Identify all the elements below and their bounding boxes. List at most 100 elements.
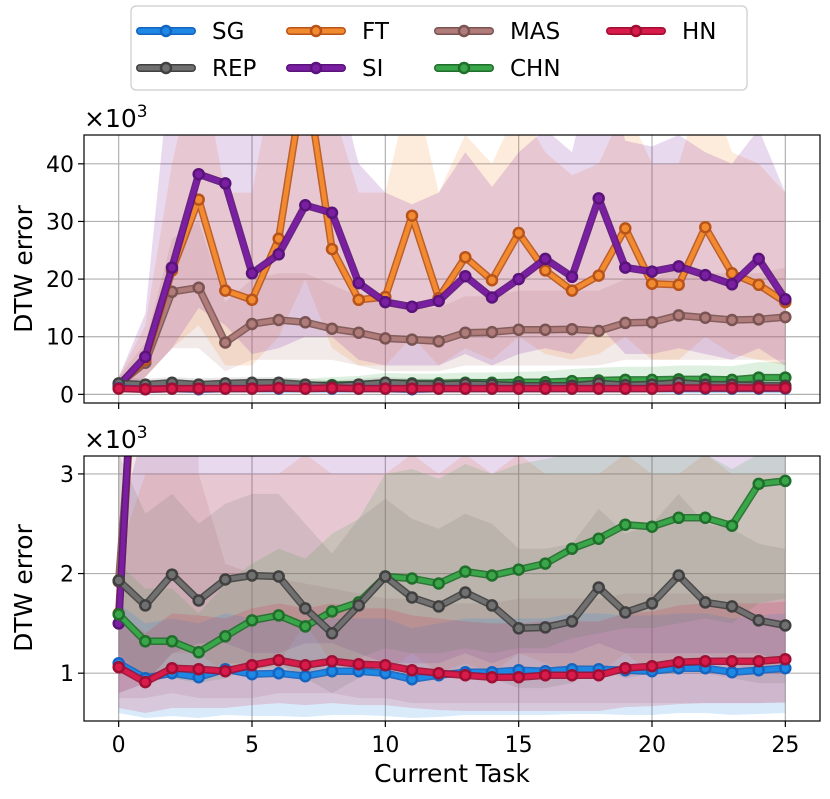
top-point-ft-5	[245, 293, 259, 307]
top-y-tick-label-30: 30	[46, 210, 74, 235]
top-point-ft-19	[619, 222, 632, 235]
top-point-hn-1	[139, 382, 152, 396]
top-point-mas-19	[619, 316, 632, 330]
top-point-si-5	[245, 267, 259, 280]
bottom-point-rep-9	[352, 599, 365, 612]
top-point-ft-17	[565, 284, 579, 297]
bottom-point-hn-10	[379, 658, 392, 672]
bottom-point-chn-6	[272, 609, 285, 622]
legend-marker-mas	[457, 24, 471, 38]
bottom-point-chn-0	[112, 608, 125, 621]
top-y-tick-label-40: 40	[46, 153, 74, 178]
top-point-hn-6	[272, 381, 285, 395]
top-point-si-2	[165, 261, 179, 274]
bottom-point-chn-1	[139, 635, 152, 648]
bottom-point-rep-8	[325, 627, 339, 640]
top-point-ft-20	[645, 277, 659, 290]
bottom-point-hn-14	[485, 670, 499, 684]
top-point-hn-25	[779, 381, 792, 395]
bottom-point-chn-15	[512, 563, 525, 576]
top-point-mas-21	[672, 309, 685, 322]
top-point-hn-7	[299, 382, 312, 395]
bottom-ylabel: DTW error	[9, 523, 38, 651]
top-point-si-24	[752, 252, 765, 266]
top-point-mas-9	[352, 326, 365, 339]
bottom-point-hn-5	[245, 658, 259, 672]
top-point-mas-16	[539, 323, 552, 337]
bottom-point-rep-7	[299, 602, 312, 615]
top-point-hn-19	[619, 382, 632, 395]
bottom-point-rep-25	[779, 619, 792, 632]
top-point-mas-15	[512, 323, 525, 337]
bottom-point-rep-21	[672, 569, 685, 582]
x-tick-label-15: 15	[505, 733, 533, 758]
top-line-hn	[116, 385, 788, 392]
top-point-hn-24	[752, 381, 765, 395]
top-point-si-6	[272, 248, 285, 261]
bottom-point-hn-13	[459, 668, 472, 682]
top-point-si-19	[619, 261, 632, 274]
bottom-point-chn-2	[165, 635, 179, 648]
top-point-si-11	[405, 300, 419, 314]
bottom-point-rep-24	[752, 614, 765, 627]
bottom-point-hn-25	[779, 652, 792, 666]
x-tick-label-5: 5	[245, 733, 259, 758]
bottom-point-chn-11	[405, 572, 419, 585]
top-point-hn-15	[512, 382, 525, 395]
top-point-si-13	[459, 269, 472, 283]
top-point-mas-4	[219, 336, 232, 349]
top-point-mas-20	[645, 316, 659, 329]
top-point-hn-11	[405, 382, 419, 395]
legend-item-hn: HN	[606, 19, 717, 45]
bottom-point-hn-11	[405, 663, 419, 677]
top-point-hn-2	[165, 382, 179, 395]
top-point-si-1	[139, 350, 152, 364]
top-band-mas	[118, 221, 786, 392]
bottom-point-rep-20	[645, 597, 659, 610]
bottom-point-hn-0	[112, 660, 125, 674]
legend-label-sg: SG	[212, 19, 244, 45]
legend-item-rep: REP	[136, 56, 257, 82]
top-point-mas-25	[779, 310, 792, 324]
bottom-point-rep-11	[405, 591, 419, 604]
top-point-hn-14	[485, 382, 499, 395]
bottom-point-rep-18	[592, 581, 605, 594]
top-point-si-17	[565, 270, 579, 284]
top-point-ft-11	[405, 209, 419, 222]
top-point-hn-20	[645, 382, 659, 395]
top-axes-frame	[83, 134, 821, 404]
top-point-si-23	[725, 278, 739, 291]
top-point-mas-24	[752, 313, 765, 326]
top-point-ft-16	[539, 264, 552, 277]
bottom-point-rep-13	[459, 586, 472, 599]
bottom-point-chn-7	[299, 620, 312, 633]
legend-marker-rep	[159, 61, 173, 75]
bottom-point-hn-23	[725, 654, 739, 668]
legend-item-sg: SG	[136, 19, 244, 45]
panel-bottom: 0 5 10 15 20 25 1 2 3 ×103 DTW error Current Tas…	[9, 423, 821, 788]
top-point-ft-24	[752, 278, 765, 292]
top-point-mas-7	[299, 316, 312, 329]
bottom-y-tick-label-3: 3	[60, 463, 74, 488]
bottom-point-chn-21	[672, 511, 685, 525]
top-y-tick-label-10: 10	[46, 326, 74, 351]
top-point-si-15	[512, 272, 525, 286]
top-point-mas-23	[725, 313, 739, 327]
legend-item-chn: CHN	[434, 56, 561, 82]
top-point-ft-21	[672, 278, 685, 292]
top-point-hn-8	[325, 381, 339, 395]
legend-label-mas: MAS	[510, 19, 560, 45]
top-point-mas-12	[432, 335, 445, 348]
bottom-point-rep-5	[245, 569, 259, 582]
top-point-ft-13	[459, 250, 472, 264]
bottom-point-chn-17	[565, 542, 579, 555]
bottom-multiplier: ×103	[84, 423, 148, 454]
legend-label-hn: HN	[682, 19, 717, 45]
bottom-point-chn-3	[192, 646, 205, 659]
legend-item-si: SI	[286, 56, 383, 82]
top-point-si-12	[432, 294, 445, 308]
top-point-mas-17	[565, 322, 579, 336]
bottom-point-chn-8	[325, 605, 339, 618]
bottom-point-chn-23	[725, 519, 739, 532]
legend-marker-si	[309, 61, 323, 75]
